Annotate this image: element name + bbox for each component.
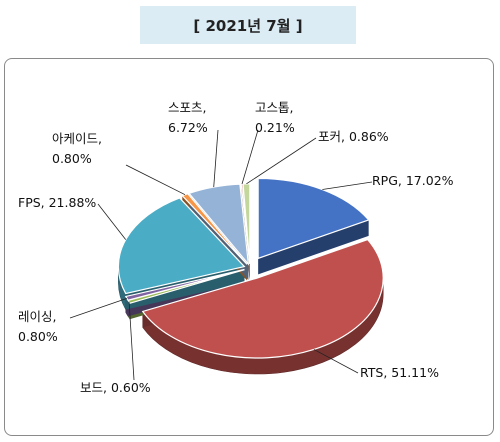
data-label-아케이드: 아케이드, 0.80% [52, 131, 102, 166]
slice-FPS [117, 197, 246, 295]
data-label-RTS: RTS, 51.11% [360, 365, 439, 380]
data-label-스포츠: 스포츠, 6.72% [168, 100, 208, 135]
slice-labels: RPG, 17.02% RTS, 51.11% 보드, 0.60% 레이싱, 0.80%… [18, 100, 454, 395]
leader-line-포커 [246, 137, 317, 185]
chart-title: [ 2021년 7월 ] [140, 6, 356, 44]
data-label-FPS: FPS, 21.88% [18, 195, 96, 210]
leader-line-RTS [313, 349, 359, 374]
pie-tops [117, 177, 384, 359]
leader-line-RPG [322, 181, 373, 190]
leader-line-FPS [97, 203, 127, 240]
leader-line-고스톱 [241, 129, 259, 185]
leader-line-아케이드 [125, 164, 186, 196]
leader-line-보드 [128, 301, 135, 381]
data-label-RPG: RPG, 17.02% [372, 173, 454, 188]
slice-RPG [257, 177, 370, 260]
data-label-고스톱: 고스톱, 0.21% [255, 100, 295, 135]
leader-line-스포츠 [213, 129, 219, 188]
data-label-보드: 보드, 0.60% [80, 380, 151, 395]
data-label-포커: 포커, 0.86% [318, 129, 389, 144]
leader-line-레이싱 [69, 297, 128, 319]
slice-wall-0-1 [258, 219, 369, 275]
data-label-레이싱: 레이싱, 0.80% [18, 309, 58, 344]
